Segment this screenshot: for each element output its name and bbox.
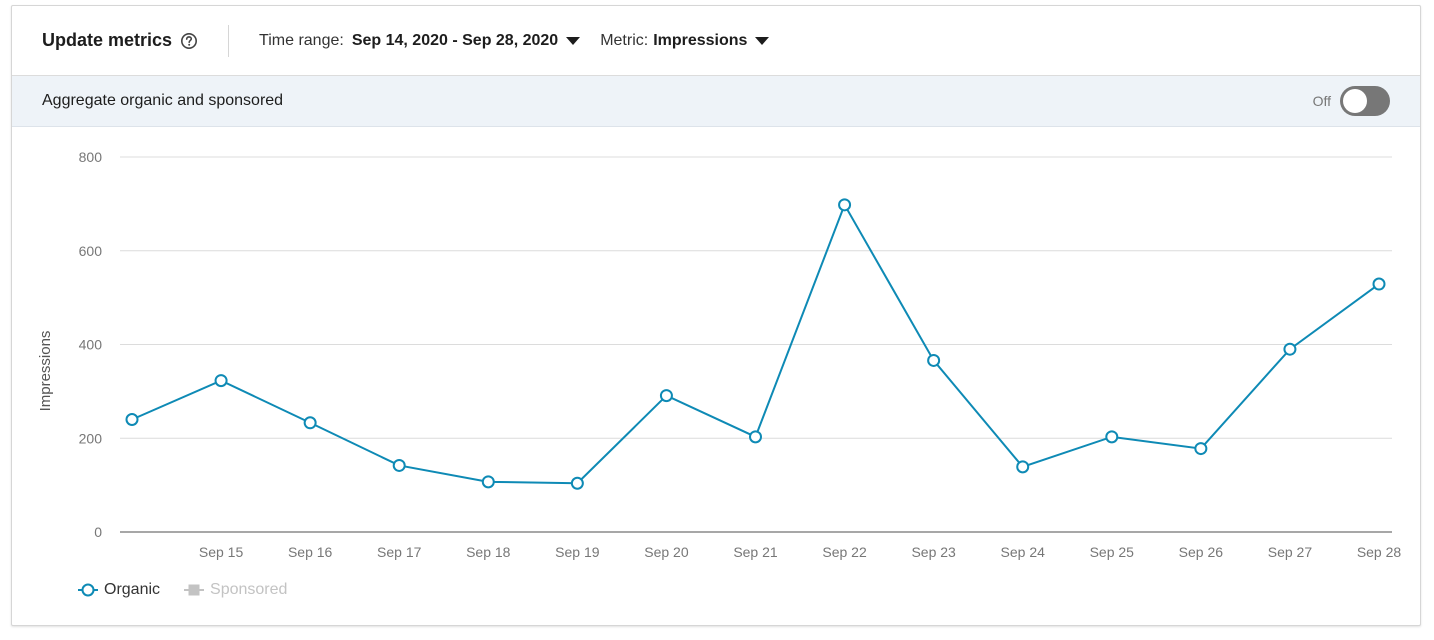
card-title-text: Update metrics bbox=[42, 30, 173, 50]
organic-data-point[interactable] bbox=[1194, 442, 1208, 456]
series-organic bbox=[125, 198, 1386, 490]
organic-data-point[interactable] bbox=[303, 416, 317, 430]
x-tick-label: Sep 18 bbox=[466, 544, 511, 560]
update-metrics-card: Update metrics Time range: Sep 14, 2020 … bbox=[11, 5, 1421, 626]
time-range-value: Sep 14, 2020 - Sep 28, 2020 bbox=[351, 31, 559, 49]
organic-data-point[interactable] bbox=[838, 198, 852, 212]
x-tick-label: Sep 26 bbox=[1179, 544, 1224, 560]
metric-value: Impressions bbox=[653, 31, 748, 49]
toggle-state-label: Off bbox=[1312, 93, 1331, 109]
x-tick-label: Sep 23 bbox=[911, 544, 956, 560]
organic-data-point[interactable] bbox=[927, 353, 941, 367]
y-tick-label: 0 bbox=[94, 524, 102, 540]
time-range-label: Time range: bbox=[259, 31, 344, 49]
x-tick-label: Sep 25 bbox=[1090, 544, 1135, 560]
x-tick-label: Sep 20 bbox=[644, 544, 689, 560]
organic-legend-marker bbox=[78, 583, 98, 597]
chart-legend: Organic Sponsored bbox=[78, 581, 311, 599]
y-axis-ticks: 0 200 400 600 800 bbox=[79, 149, 103, 540]
chevron-down-icon bbox=[755, 36, 770, 45]
x-tick-label: Sep 15 bbox=[199, 544, 244, 560]
x-tick-label: Sep 22 bbox=[822, 544, 867, 560]
aggregate-label: Aggregate organic and sponsored bbox=[42, 92, 284, 109]
aggregate-toggle-wrap: Off bbox=[1313, 86, 1390, 116]
aggregate-bar: Aggregate organic and sponsored Off bbox=[12, 76, 1420, 127]
organic-data-point[interactable] bbox=[570, 476, 584, 490]
organic-data-point[interactable] bbox=[749, 430, 762, 444]
metric-label: Metric: bbox=[600, 31, 649, 49]
organic-data-point[interactable] bbox=[1016, 460, 1030, 474]
organic-data-point[interactable] bbox=[1105, 430, 1119, 444]
x-tick-label: Sep 21 bbox=[733, 544, 778, 560]
metric-dropdown[interactable]: Metric: Impressions bbox=[600, 31, 770, 50]
help-icon[interactable] bbox=[180, 32, 198, 50]
x-tick-label: Sep 27 bbox=[1268, 544, 1313, 560]
y-axis-label: Impressions bbox=[37, 331, 54, 412]
organic-data-point[interactable] bbox=[1283, 342, 1297, 356]
aggregate-toggle[interactable] bbox=[1340, 86, 1390, 116]
organic-data-point[interactable] bbox=[392, 458, 406, 472]
y-tick-label: 800 bbox=[79, 149, 103, 165]
chart-area: 0 200 400 600 800 Sep 15 Sep 16 Sep 17 Sep 18 Se… bbox=[12, 127, 1420, 625]
metrics-header: Update metrics Time range: Sep 14, 2020 … bbox=[12, 6, 1420, 76]
organic-data-point[interactable] bbox=[659, 389, 673, 403]
organic-data-point[interactable] bbox=[1372, 277, 1386, 291]
x-tick-label: Sep 24 bbox=[1001, 544, 1046, 560]
organic-data-point[interactable] bbox=[125, 413, 139, 426]
x-axis-ticks: Sep 15 Sep 16 Sep 17 Sep 18 Sep 19 Sep 20 Sep … bbox=[199, 544, 1402, 560]
header-divider bbox=[228, 24, 230, 57]
legend-label-organic: Organic bbox=[104, 581, 161, 598]
organic-data-point[interactable] bbox=[481, 475, 495, 489]
x-tick-label: Sep 17 bbox=[377, 544, 422, 560]
organic-data-point[interactable] bbox=[214, 374, 228, 388]
x-tick-label: Sep 16 bbox=[288, 544, 333, 560]
x-tick-label: Sep 28 bbox=[1357, 544, 1402, 560]
toggle-knob bbox=[1343, 89, 1367, 113]
y-tick-label: 200 bbox=[79, 430, 103, 446]
gridlines bbox=[120, 156, 1392, 533]
legend-item-sponsored[interactable]: Sponsored bbox=[184, 581, 287, 599]
legend-label-sponsored: Sponsored bbox=[210, 581, 288, 598]
sponsored-legend-marker bbox=[184, 584, 205, 596]
card-title: Update metrics bbox=[42, 30, 198, 51]
y-tick-label: 600 bbox=[79, 243, 103, 259]
legend-item-organic[interactable]: Organic bbox=[78, 581, 160, 599]
y-tick-label: 400 bbox=[79, 337, 103, 353]
x-tick-label: Sep 19 bbox=[555, 544, 600, 560]
chevron-down-icon bbox=[566, 36, 581, 45]
time-range-dropdown[interactable]: Time range: Sep 14, 2020 - Sep 28, 2020 bbox=[259, 31, 581, 50]
